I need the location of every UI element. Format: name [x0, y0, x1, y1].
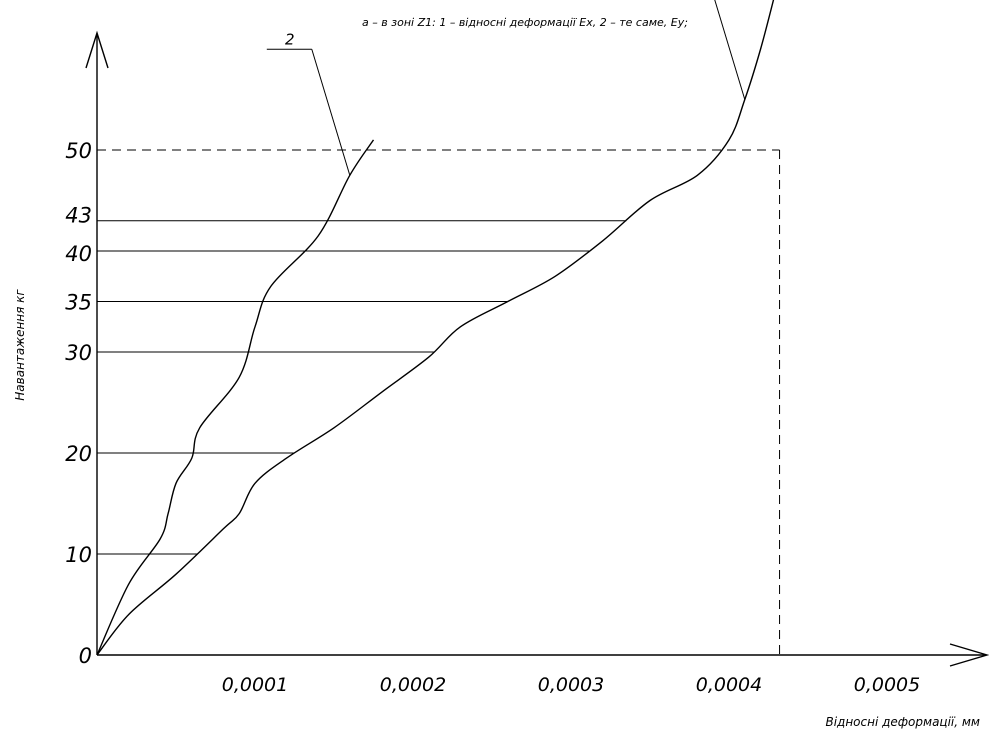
x-tick-labels: 0,0001 0,0002 0,0003 0,0004 0,0005 [222, 674, 920, 696]
callout-1-leader [707, 0, 745, 100]
y-tick-label-43: 43 [65, 204, 92, 228]
x-axis [97, 644, 987, 666]
y-tick-label-50: 50 [65, 139, 92, 163]
x-tick-label-5: 0,0005 [854, 674, 920, 696]
y-tick-label-20: 20 [65, 442, 92, 466]
x-tick-label-3: 0,0003 [538, 674, 604, 696]
y-axis-title: Навантаження кг [13, 289, 27, 401]
series-2-line [97, 140, 374, 655]
series-1-line [97, 0, 776, 655]
y-tick-label-0: 0 [79, 644, 92, 668]
reference-lines [97, 221, 626, 554]
x-axis-title: Відносні деформації, мм [825, 715, 980, 729]
x-tick-label-2: 0,0002 [380, 674, 446, 696]
y-tick-label-35: 35 [65, 291, 92, 315]
x-tick-label-4: 0,0004 [696, 674, 762, 696]
y-tick-labels: 0 10 20 30 35 40 43 50 [65, 139, 92, 668]
callout-2-leader [312, 49, 350, 175]
callout-2-label: 2 [285, 30, 295, 48]
y-tick-label-10: 10 [65, 543, 92, 567]
max-load-dashed-lines [97, 150, 780, 655]
y-tick-label-40: 40 [65, 242, 92, 266]
chart-caption: а – в зоні Z1: 1 – відносні деформації E… [362, 16, 688, 29]
x-tick-label-1: 0,0001 [222, 674, 288, 696]
series-lines [97, 0, 776, 655]
y-tick-label-30: 30 [65, 341, 92, 365]
